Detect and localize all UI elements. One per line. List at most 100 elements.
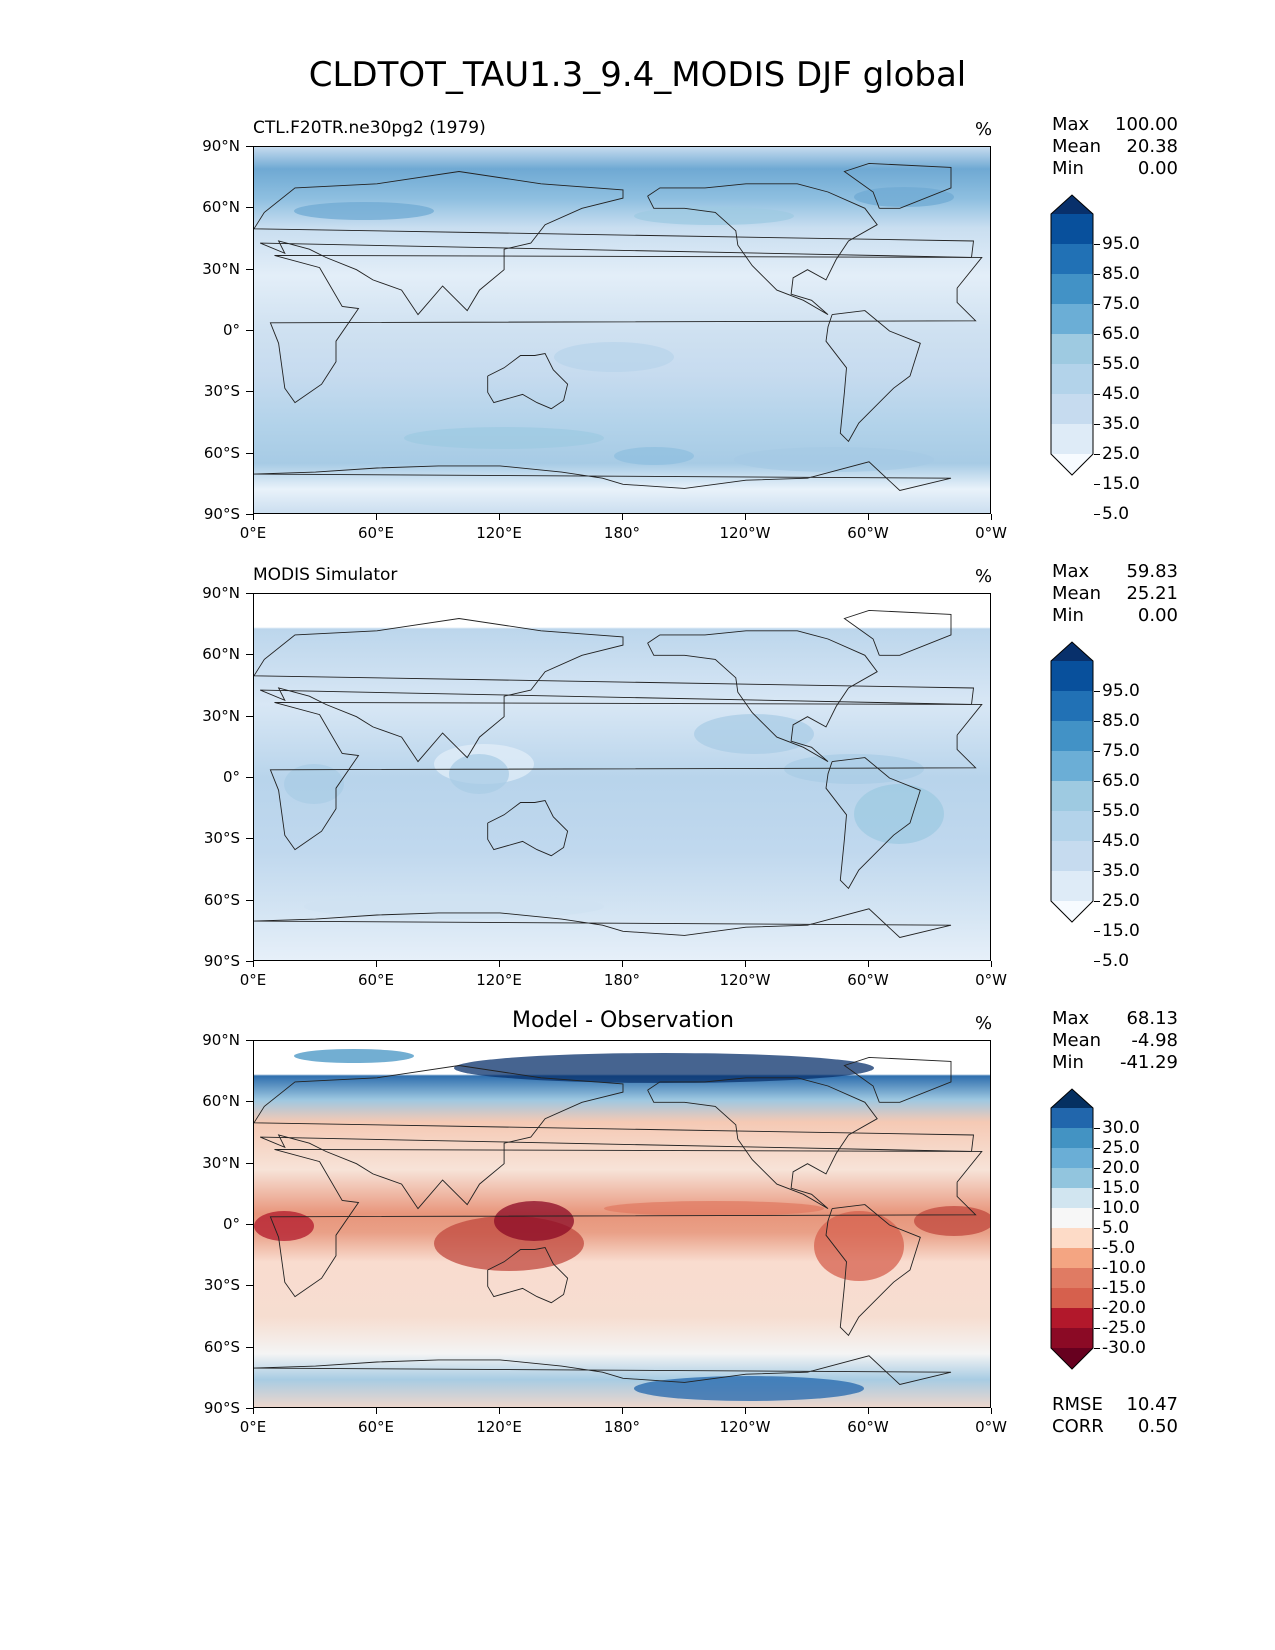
contour-field [254,594,990,960]
colorbar [1050,1088,1094,1370]
stat-label: Mean [1052,1030,1102,1051]
coastline [487,799,569,857]
colorbar-tick [1094,961,1100,962]
colorbar-tick-label: -20.0 [1102,1298,1146,1318]
lon-tick-mark [499,1408,500,1414]
lon-tick-mark [376,961,377,967]
coastline [254,908,952,938]
contour-patch [694,714,814,754]
lat-tick-label: 90°S [203,505,240,523]
stat-label: Max [1052,1008,1090,1029]
colorbar-tick [1094,811,1100,812]
colorbar-segment [1051,274,1093,305]
colorbar-segment [1051,1148,1093,1169]
lat-tick-mark [246,961,253,962]
lon-tick-label: 120°E [476,971,522,989]
coastline [254,618,975,763]
stat-value: 25.21 [1126,583,1178,604]
lat-tick-label: 30°S [203,1276,240,1295]
contour-field [254,147,990,513]
lat-tick-mark [246,1346,253,1348]
lon-tick-mark [376,1408,377,1414]
colorbar-segment [1051,1108,1093,1129]
coastline [254,1355,952,1385]
colorbar-tick [1094,751,1100,752]
colorbar-tick-label: -15.0 [1102,1278,1146,1298]
lon-tick-label: 0°E [239,524,267,542]
lon-tick-mark [253,514,254,520]
colorbar-tick-label: 85.0 [1102,711,1140,731]
lon-tick-mark [868,961,869,967]
lat-tick-label: 90°S [203,952,240,970]
lat-tick-label: 30°N [202,706,240,725]
colorbar-segment [1051,1308,1093,1329]
contour-patch [449,754,509,794]
colorbar-segment [1051,364,1093,395]
stats-block: Max 59.83 Mean 25.21 Min 0.00 [1052,561,1178,627]
metric-label: RMSE [1052,1394,1103,1415]
colorbar-tick-label: 45.0 [1102,831,1140,851]
lon-tick-mark [991,1408,992,1414]
stat-value: 0.00 [1137,158,1178,179]
lat-tick-label: 60°S [203,890,240,909]
colorbar-tick-label: 25.0 [1102,1138,1140,1158]
colorbar-tick [1094,304,1100,305]
lat-tick-label: 90°N [202,1031,240,1049]
lat-tick-mark [246,1040,253,1041]
lon-tick-mark [253,961,254,967]
units-label: % [975,119,993,140]
colorbar-tick [1094,1348,1100,1349]
contour-patch [734,447,934,472]
colorbar-tick [1094,514,1100,515]
lat-tick-mark [246,1224,253,1225]
contour-field [254,1041,990,1407]
colorbar-tick [1094,871,1100,872]
colorbar-segment [1051,781,1093,812]
colorbar-segment [1051,1248,1093,1269]
colorbar-segment [1051,1208,1093,1229]
colorbar-tick-label: 30.0 [1102,1118,1140,1138]
lon-tick-mark [745,1408,746,1414]
lat-tick-mark [246,1101,253,1103]
colorbar-segment [1051,751,1093,782]
colorbar-segment [1051,334,1093,365]
lon-tick-label: 60°E [357,1418,395,1436]
lon-tick-label: 0°W [975,1418,1007,1436]
contour-patch [554,342,674,372]
lon-tick-mark [991,961,992,967]
colorbar-tick-label: 55.0 [1102,801,1140,821]
lon-tick-mark [622,1408,623,1414]
colorbar-segment [1051,721,1093,752]
colorbar-tick-label: 5.0 [1102,951,1130,971]
lat-tick-label: 60°S [203,1337,240,1356]
colorbar-tick-label: 10.0 [1102,1198,1140,1218]
coastline [647,1077,878,1209]
stat-value: -41.29 [1119,1052,1178,1073]
lat-tick-mark [246,838,253,840]
lat-tick-label: 90°N [202,137,240,155]
lon-tick-label: 0°W [975,971,1007,989]
lat-tick-label: 60°N [202,645,240,664]
contour-patch [494,1201,574,1241]
colorbar-tick [1094,1168,1100,1169]
coastline [825,757,921,890]
contour-patch [284,764,344,804]
colorbar-tick [1094,424,1100,425]
lon-tick-mark [868,514,869,520]
lon-tick-mark [376,514,377,520]
colorbar-extend-top [1051,195,1093,214]
contour-patch [914,1206,990,1236]
lat-tick-mark [246,146,253,147]
colorbar-outline [1050,194,1094,476]
colorbar-tick-label: 25.0 [1102,891,1140,911]
coastline [269,701,983,851]
contour-patch [614,447,694,465]
colorbar-tick-label: 95.0 [1102,681,1140,701]
colorbar-tick [1094,1188,1100,1189]
lon-tick-mark [499,961,500,967]
map-plot [253,593,991,961]
colorbar-tick [1094,454,1100,455]
colorbar-tick [1094,1148,1100,1149]
colorbar-tick [1094,334,1100,335]
stats-block: Max 68.13 Mean -4.98 Min -41.29 [1052,1008,1178,1074]
